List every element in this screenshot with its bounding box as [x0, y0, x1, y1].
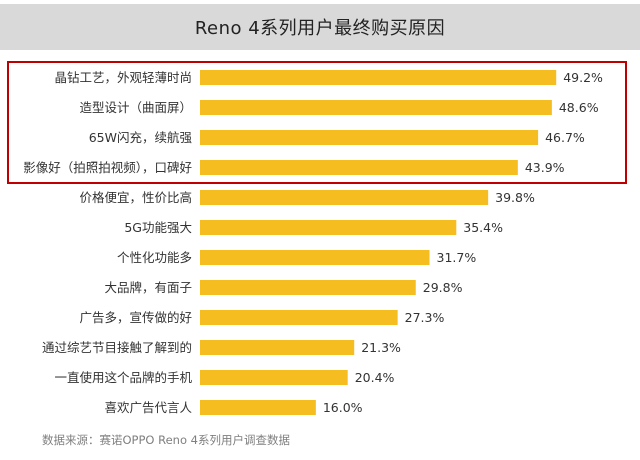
category-label: 个性化功能多: [117, 250, 192, 265]
category-label: 通过综艺节目接触了解到的: [42, 340, 192, 355]
value-label: 31.7%: [437, 250, 477, 265]
value-label: 39.8%: [495, 190, 535, 205]
category-label: 影像好（拍照拍视频），口碑好: [23, 160, 192, 175]
source-note: 数据来源：赛诺OPPO Reno 4系列用户调查数据: [42, 433, 290, 447]
category-label: 造型设计（曲面屏）: [79, 100, 192, 115]
value-label: 35.4%: [463, 220, 503, 235]
value-label: 48.6%: [559, 100, 599, 115]
bar: [200, 130, 539, 145]
bar: [200, 250, 430, 265]
value-label: 29.8%: [423, 280, 463, 295]
chart-title: Reno 4系列用户最终购买原因: [194, 18, 446, 39]
bar: [200, 400, 316, 415]
value-label: 20.4%: [355, 370, 395, 385]
category-label: 价格便宜，性价比高: [79, 190, 192, 205]
bar: [200, 310, 398, 325]
bar: [200, 160, 518, 175]
category-label: 晶钻工艺，外观轻薄时尚: [54, 70, 192, 85]
bar: [200, 190, 489, 205]
value-label: 49.2%: [563, 70, 603, 85]
value-label: 46.7%: [545, 130, 585, 145]
highlight-box: [7, 61, 627, 184]
value-label: 27.3%: [405, 310, 445, 325]
bar: [200, 370, 348, 385]
value-label: 21.3%: [361, 340, 401, 355]
chart-title-bar: Reno 4系列用户最终购买原因: [0, 4, 640, 50]
category-label: 5G功能强大: [124, 220, 192, 235]
bar: [200, 280, 416, 295]
bar: [200, 340, 355, 355]
bar: [200, 100, 552, 115]
category-label: 65W闪充，续航强: [89, 130, 193, 145]
category-label: 喜欢广告代言人: [104, 400, 192, 415]
bar: [200, 220, 457, 235]
category-label: 一直使用这个品牌的手机: [54, 370, 192, 385]
value-label: 16.0%: [323, 400, 363, 415]
category-label: 大品牌，有面子: [104, 280, 192, 295]
bar: [200, 70, 557, 85]
value-label: 43.9%: [525, 160, 565, 175]
category-label: 广告多，宣传做的好: [79, 310, 192, 325]
